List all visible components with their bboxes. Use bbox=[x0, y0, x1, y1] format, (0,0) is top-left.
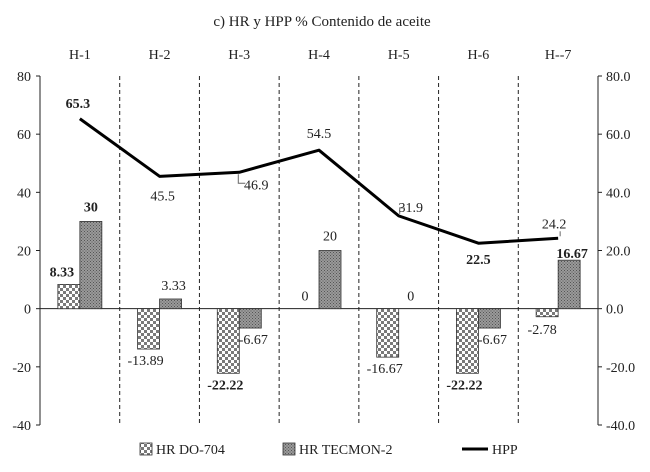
bar-data-label: 20 bbox=[323, 230, 337, 245]
bar bbox=[557, 259, 581, 310]
leader-line bbox=[237, 174, 246, 184]
bar bbox=[478, 308, 501, 329]
bar bbox=[376, 308, 400, 358]
category-label: H-4 bbox=[308, 48, 330, 63]
bar bbox=[79, 221, 103, 310]
category-label: H-6 bbox=[468, 48, 490, 63]
y-tick-label: 0 bbox=[24, 303, 31, 318]
bar-data-label: -22.22 bbox=[446, 378, 482, 393]
legend-label: HR DO-704 bbox=[156, 443, 225, 458]
y2-tick-label: 0.0 bbox=[606, 303, 624, 318]
bar-data-label: 16.67 bbox=[556, 247, 588, 262]
bar-data-label: -16.67 bbox=[367, 362, 403, 377]
bar-data-label: 8.33 bbox=[50, 265, 75, 280]
bar bbox=[238, 308, 262, 329]
y-tick-label: 60 bbox=[17, 128, 31, 143]
category-label: H-3 bbox=[228, 48, 250, 63]
line-data-label: 24.2 bbox=[542, 217, 567, 232]
y2-tick-label: 40.0 bbox=[606, 186, 631, 201]
y-tick-label: 20 bbox=[17, 245, 31, 260]
legend-label: HPP bbox=[492, 443, 518, 458]
bar bbox=[456, 308, 479, 374]
bar bbox=[318, 250, 342, 310]
y-tick-label: 80 bbox=[17, 70, 31, 85]
leader-line bbox=[399, 207, 405, 214]
bar-data-label: 30 bbox=[84, 200, 98, 215]
bar-data-label: -6.67 bbox=[478, 333, 507, 348]
legend-label: HR TECMON-2 bbox=[299, 443, 392, 458]
line-data-label: 54.5 bbox=[307, 127, 332, 142]
line-data-label: 31.9 bbox=[398, 201, 423, 216]
bar bbox=[159, 298, 182, 310]
line-data-label: 46.9 bbox=[244, 178, 269, 193]
y-tick-label: -40 bbox=[12, 419, 31, 434]
y-tick-label: 40 bbox=[17, 186, 31, 201]
bar-data-label: -2.78 bbox=[528, 323, 557, 338]
category-label: H-5 bbox=[388, 48, 410, 63]
bar-data-label: -6.67 bbox=[239, 333, 268, 348]
y2-tick-label: 60.0 bbox=[606, 128, 631, 143]
line-data-label: 22.5 bbox=[466, 253, 491, 268]
bar bbox=[535, 308, 559, 318]
legend-swatch bbox=[139, 442, 153, 456]
category-label: H-1 bbox=[69, 48, 91, 63]
y2-tick-label: -20.0 bbox=[606, 361, 635, 376]
chart-title: c) HR y HPP % Contenido de aceite bbox=[213, 14, 431, 30]
bar bbox=[57, 284, 81, 310]
category-label: H-2 bbox=[149, 48, 171, 63]
bar bbox=[216, 308, 240, 374]
category-label: H--7 bbox=[545, 48, 571, 63]
line-data-label: 45.5 bbox=[150, 189, 175, 204]
line-hpp bbox=[78, 117, 559, 245]
y2-tick-label: 80.0 bbox=[606, 70, 631, 85]
bar-data-label: 3.33 bbox=[161, 279, 186, 294]
bar-data-label: -13.89 bbox=[127, 354, 163, 369]
bar bbox=[137, 308, 160, 350]
y-tick-label: -20 bbox=[12, 361, 31, 376]
line-data-label: 65.3 bbox=[66, 97, 91, 112]
bar-data-label: 0 bbox=[302, 290, 309, 305]
y2-tick-label: -40.0 bbox=[606, 419, 635, 434]
bar-data-label: -22.22 bbox=[207, 378, 243, 393]
y2-tick-label: 20.0 bbox=[606, 245, 631, 260]
legend-swatch bbox=[282, 442, 296, 456]
bar-data-label: 0 bbox=[407, 290, 414, 305]
